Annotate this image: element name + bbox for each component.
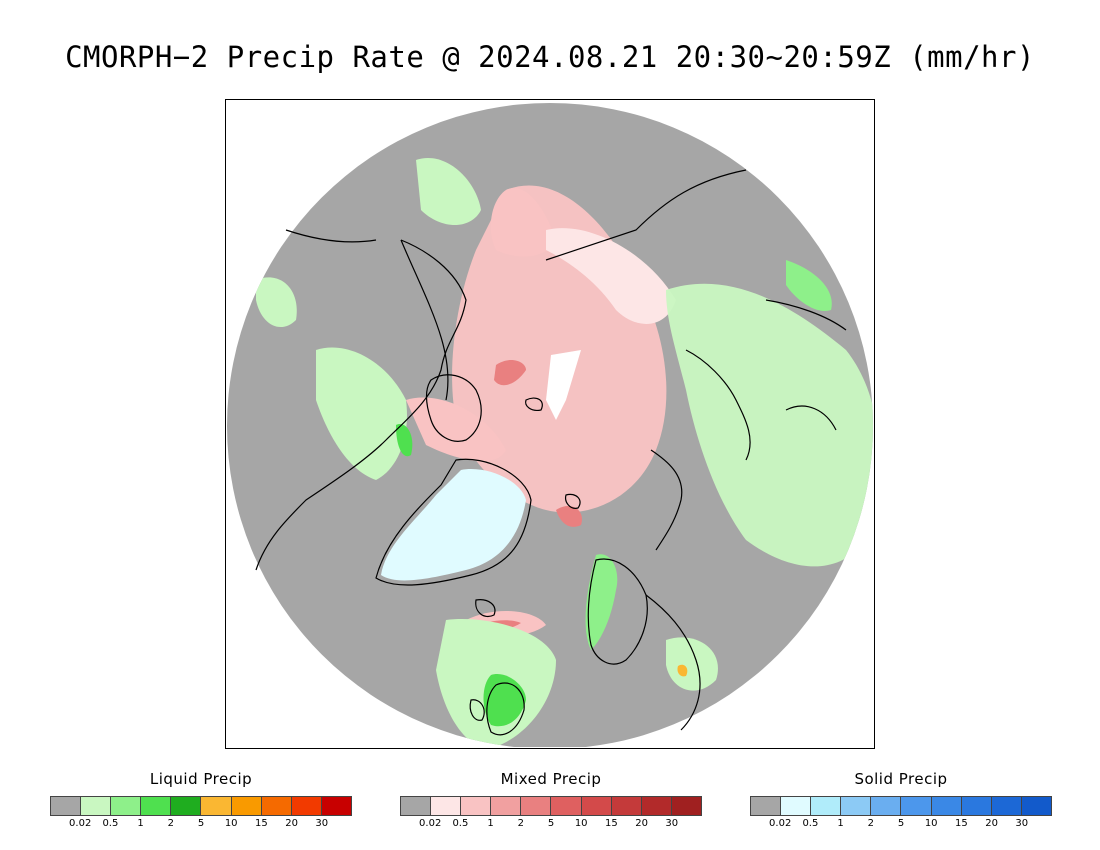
- legend-swatch: [841, 797, 872, 815]
- liquid-precip-west: [256, 277, 297, 328]
- legend-tick-label: 1: [137, 818, 144, 829]
- liquid-precip-east-dark: [786, 260, 832, 311]
- legend-tick-label: 20: [635, 818, 648, 829]
- legend-tick-label: 30: [1015, 818, 1029, 829]
- legend-title: Solid Precip: [854, 770, 948, 788]
- legend-tick-label: 5: [197, 818, 205, 829]
- legend-swatch: [291, 797, 322, 815]
- legend-tick-label: 15: [955, 818, 968, 829]
- legend-swatch: [401, 797, 432, 815]
- legend-tick-label: 30: [665, 818, 679, 829]
- legend-swatch: [141, 797, 172, 815]
- legend-swatch: [261, 797, 292, 815]
- legend-tick-label: 0.02: [69, 818, 92, 829]
- legend-tick-label: 10: [924, 818, 938, 829]
- legend-swatch: [491, 797, 522, 815]
- liquid-precip-legend: Liquid Precip 0.02 0.5 1 2 5 10 15 20 30: [50, 770, 352, 832]
- legend-tick-label: 2: [517, 818, 524, 829]
- legend-swatch: [811, 797, 842, 815]
- legend-tick-label: 1: [837, 818, 844, 829]
- legend-swatch: [551, 797, 582, 815]
- liquid-precip-east: [666, 283, 873, 567]
- legend-swatch: [231, 797, 262, 815]
- legend-swatch: [171, 797, 202, 815]
- legend-swatch: [611, 797, 642, 815]
- legend-swatch: [671, 797, 701, 815]
- legend-swatch: [321, 797, 351, 815]
- legend-tick-label: 15: [255, 818, 268, 829]
- legend-swatch: [901, 797, 932, 815]
- polar-map-svg: [227, 103, 873, 747]
- legend-swatch: [871, 797, 902, 815]
- chart-title: CMORPH−2 Precip Rate @ 2024.08.21 20:30~…: [65, 40, 1035, 74]
- legend-tick-label: 5: [547, 818, 555, 829]
- legend-tick-label: 5: [897, 818, 905, 829]
- liquid-precip-alaska: [416, 158, 481, 225]
- legend-swatch: [431, 797, 462, 815]
- legend-color-bar: [400, 796, 702, 816]
- mixed-precip-siberia: [546, 228, 676, 324]
- legend-color-bar: [50, 796, 352, 816]
- legend-swatch: [961, 797, 992, 815]
- solid-precip-greenland: [381, 469, 526, 581]
- legend-swatch: [931, 797, 962, 815]
- liquid-precip-orange: [677, 664, 688, 677]
- mixed-precip-legend: Mixed Precip 0.02 0.5 1 2 5 10 15 20 30: [400, 770, 702, 832]
- legend-tick-label: 2: [867, 818, 874, 829]
- mixed-precip-greenland-n: [406, 397, 506, 462]
- legend-ticks: 0.02 0.5 1 2 5 10 15 20 30: [750, 818, 1052, 832]
- liquid-precip-south: [666, 637, 718, 691]
- legend-swatch: [81, 797, 112, 815]
- mixed-precip-north: [490, 188, 556, 257]
- legend-tick-label: 0.5: [802, 818, 819, 829]
- legend-tick-label: 30: [315, 818, 329, 829]
- legend-tick-label: 20: [285, 818, 298, 829]
- legend-title: Mixed Precip: [500, 770, 602, 788]
- legend-tick-label: 10: [224, 818, 238, 829]
- liquid-precip-canada: [316, 347, 407, 480]
- legend-tick-label: 0.5: [452, 818, 469, 829]
- legend-tick-label: 10: [574, 818, 588, 829]
- legend-swatch: [991, 797, 1022, 815]
- precip-fields: [256, 158, 873, 747]
- legend-swatch: [1021, 797, 1051, 815]
- legend-swatch: [461, 797, 492, 815]
- legend-tick-label: 0.5: [102, 818, 119, 829]
- liquid-precip-canada-dark: [396, 424, 413, 457]
- legend-swatch: [641, 797, 672, 815]
- mixed-precip-band: [494, 360, 526, 386]
- legend-ticks: 0.02 0.5 1 2 5 10 15 20 30: [400, 818, 702, 832]
- legend-tick-label: 0.02: [419, 818, 442, 829]
- liquid-precip-scandinavia: [585, 554, 618, 650]
- legend-tick-label: 0.02: [769, 818, 792, 829]
- legend-swatch: [751, 797, 782, 815]
- legend-swatch: [111, 797, 142, 815]
- legend-tick-label: 20: [985, 818, 998, 829]
- pole-gap: [546, 350, 581, 420]
- mixed-precip-band-2: [556, 505, 582, 527]
- legend-swatch: [201, 797, 232, 815]
- legend-tick-label: 1: [487, 818, 494, 829]
- legend-ticks: 0.02 0.5 1 2 5 10 15 20 30: [50, 818, 352, 832]
- solid-precip-legend: Solid Precip 0.02 0.5 1 2 5 10 15 20 30: [750, 770, 1052, 832]
- legend-swatch: [581, 797, 612, 815]
- legend-color-bar: [750, 796, 1052, 816]
- legend-swatch: [521, 797, 552, 815]
- legend-title: Liquid Precip: [149, 770, 253, 788]
- coastlines: [255, 169, 847, 736]
- legend-swatch: [51, 797, 82, 815]
- legend-tick-label: 15: [605, 818, 618, 829]
- polar-map: [225, 99, 875, 749]
- legend-tick-label: 2: [167, 818, 174, 829]
- legend-swatch: [781, 797, 812, 815]
